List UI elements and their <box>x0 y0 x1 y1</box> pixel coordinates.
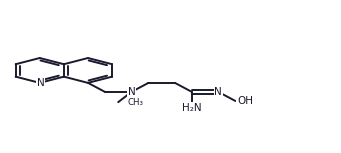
Text: H₂N: H₂N <box>182 103 202 112</box>
Text: N: N <box>214 87 222 97</box>
Text: CH₃: CH₃ <box>128 98 144 107</box>
Text: N: N <box>128 87 135 97</box>
Text: OH: OH <box>237 96 253 106</box>
Text: N: N <box>37 78 45 88</box>
